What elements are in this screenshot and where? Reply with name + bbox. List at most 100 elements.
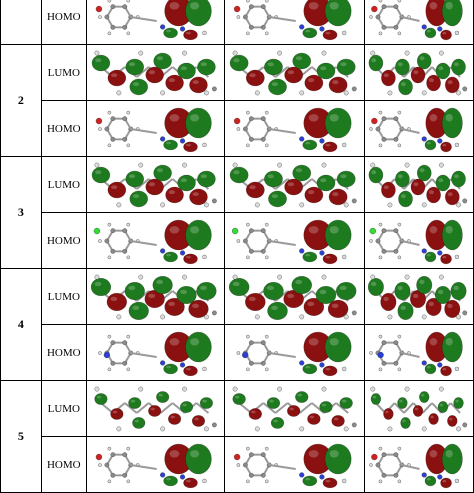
orbital-image [364,268,474,325]
atom [110,340,116,346]
orbital-lobe [167,413,181,425]
atom [422,24,428,30]
orbital-lobe [436,174,451,192]
atom [203,426,209,432]
orbital-label: HOMO [40,0,87,45]
orbital-lobe [107,69,126,87]
atom [437,474,443,480]
atom [97,239,102,243]
atom [261,4,266,10]
compound-number: 3 [0,156,42,269]
atom [265,110,269,115]
atom [393,452,399,458]
compound-cell [0,0,42,45]
orbital-lobe [295,391,309,403]
atom [382,360,387,366]
atom [211,310,217,316]
orbital-lobe [107,181,126,199]
atom [249,228,254,234]
atom [405,274,410,280]
orbital-lobe [445,188,461,206]
atom [116,202,122,208]
atom [342,30,347,36]
atom [456,202,462,208]
orbital-lobe [163,139,178,151]
atom [236,351,241,355]
orbital-lobe [442,331,464,363]
atom [376,238,381,244]
orbital-label: HOMO [40,436,87,493]
atom [422,136,428,142]
atom [97,127,102,131]
atom [159,472,165,478]
orbital-lobe [147,405,162,417]
orbital-lobe [184,107,212,139]
orbital-lobe [153,52,172,70]
orbital-label: LUMO [40,380,87,437]
atom [462,422,468,428]
orbital-image [224,100,366,157]
atom [388,426,393,432]
orbital-lobe [125,170,144,188]
atom [255,314,260,320]
orbital-lobe [416,275,433,295]
orbital-lobe [284,66,304,84]
orbital-lobe [188,299,209,318]
orbital-lobe [397,301,414,321]
atom [422,472,428,478]
atom [379,367,383,372]
atom [246,222,250,227]
bond [130,16,157,22]
atom [388,202,393,208]
table-row: 5 LUMO [0,380,474,493]
atom [122,248,127,254]
atom [249,116,254,122]
atom [456,426,462,432]
atom [393,24,399,30]
orbital-lobe [322,29,338,41]
orbital-lobe [268,190,288,208]
atom [107,446,111,451]
atom [351,422,357,428]
atom [107,110,111,115]
orbital-lobe [267,301,288,320]
atom [371,453,378,461]
orbital-image [364,380,474,437]
atom [232,50,238,56]
atom [342,366,347,372]
orbital-lobe [381,181,397,199]
atom [243,14,248,20]
orbital-lobe [442,107,464,139]
orbital-lobe [324,219,352,251]
bond [311,402,325,414]
atom [234,453,241,461]
atom [422,202,428,208]
atom [261,340,266,346]
atom [437,250,443,256]
atom [265,367,269,372]
orbital-lobe [328,76,348,94]
orbital-lobe [319,401,333,413]
bond [403,66,415,78]
bond [402,352,421,358]
orbital-image [85,100,226,157]
atom [398,446,402,451]
orbital-lobe [183,29,198,41]
atom [299,202,305,208]
atom [342,254,347,260]
orbital-lobe [163,475,178,487]
atom [179,26,185,32]
atom [319,362,325,368]
atom [398,0,402,3]
orbital-lobe [435,285,452,305]
atom [126,143,130,148]
orbital-lobe [188,76,208,94]
atom [236,239,241,243]
orbital-image [224,380,366,437]
atom [299,314,305,320]
bond [123,402,138,414]
orbital-lobe [184,331,212,363]
atom [462,198,468,204]
atom [249,248,254,254]
atom [299,90,305,96]
